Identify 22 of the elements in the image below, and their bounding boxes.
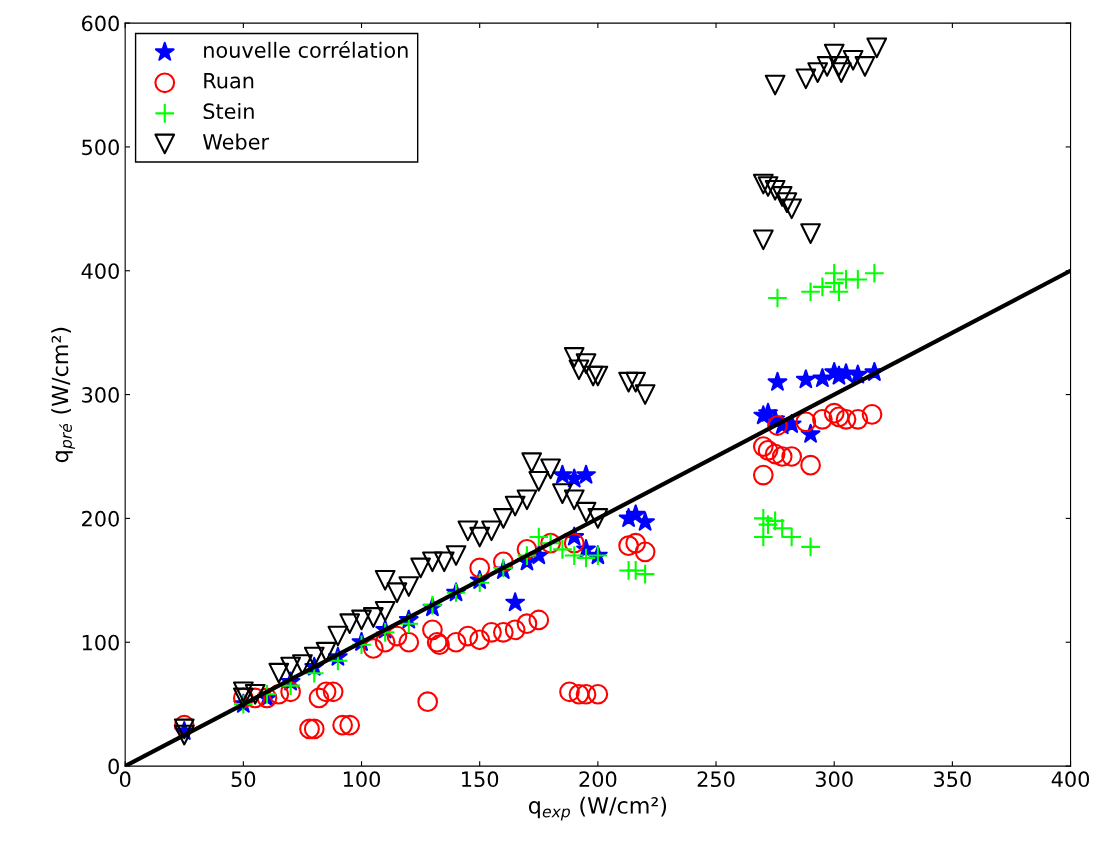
x-tick-label: 400 — [1051, 771, 1090, 788]
y-tick-label: 100 — [82, 634, 119, 651]
x-tick-label: 350 — [934, 771, 971, 788]
x-tick-label: 300 — [815, 771, 853, 788]
y-tick-label: 300 — [82, 387, 119, 403]
x-tick-label: 150 — [462, 771, 499, 788]
x-axis-title: q$_{exp}$ (W/cm²) — [528, 796, 667, 821]
x-tick-label: 100 — [343, 771, 381, 788]
legend-label: Weber — [202, 133, 270, 150]
y-tick-label: 600 — [82, 15, 119, 32]
legend-label: nouvelle corrélation — [204, 41, 408, 58]
y-tick-label: 400 — [81, 263, 119, 279]
x-tick-label: 50 — [231, 771, 256, 788]
y-tick-label: 200 — [82, 510, 119, 527]
legend-label: Stein — [203, 102, 254, 120]
y-axis-title: q$_{pré}$ (W/cm²) — [51, 327, 75, 463]
y-tick-label: 0 — [108, 758, 119, 775]
x-tick-label: 250 — [697, 771, 735, 788]
x-tick-label: 0 — [119, 771, 131, 788]
legend-label: Ruan — [204, 73, 254, 89]
y-tick-label: 500 — [82, 139, 119, 156]
x-tick-label: 200 — [579, 771, 617, 788]
